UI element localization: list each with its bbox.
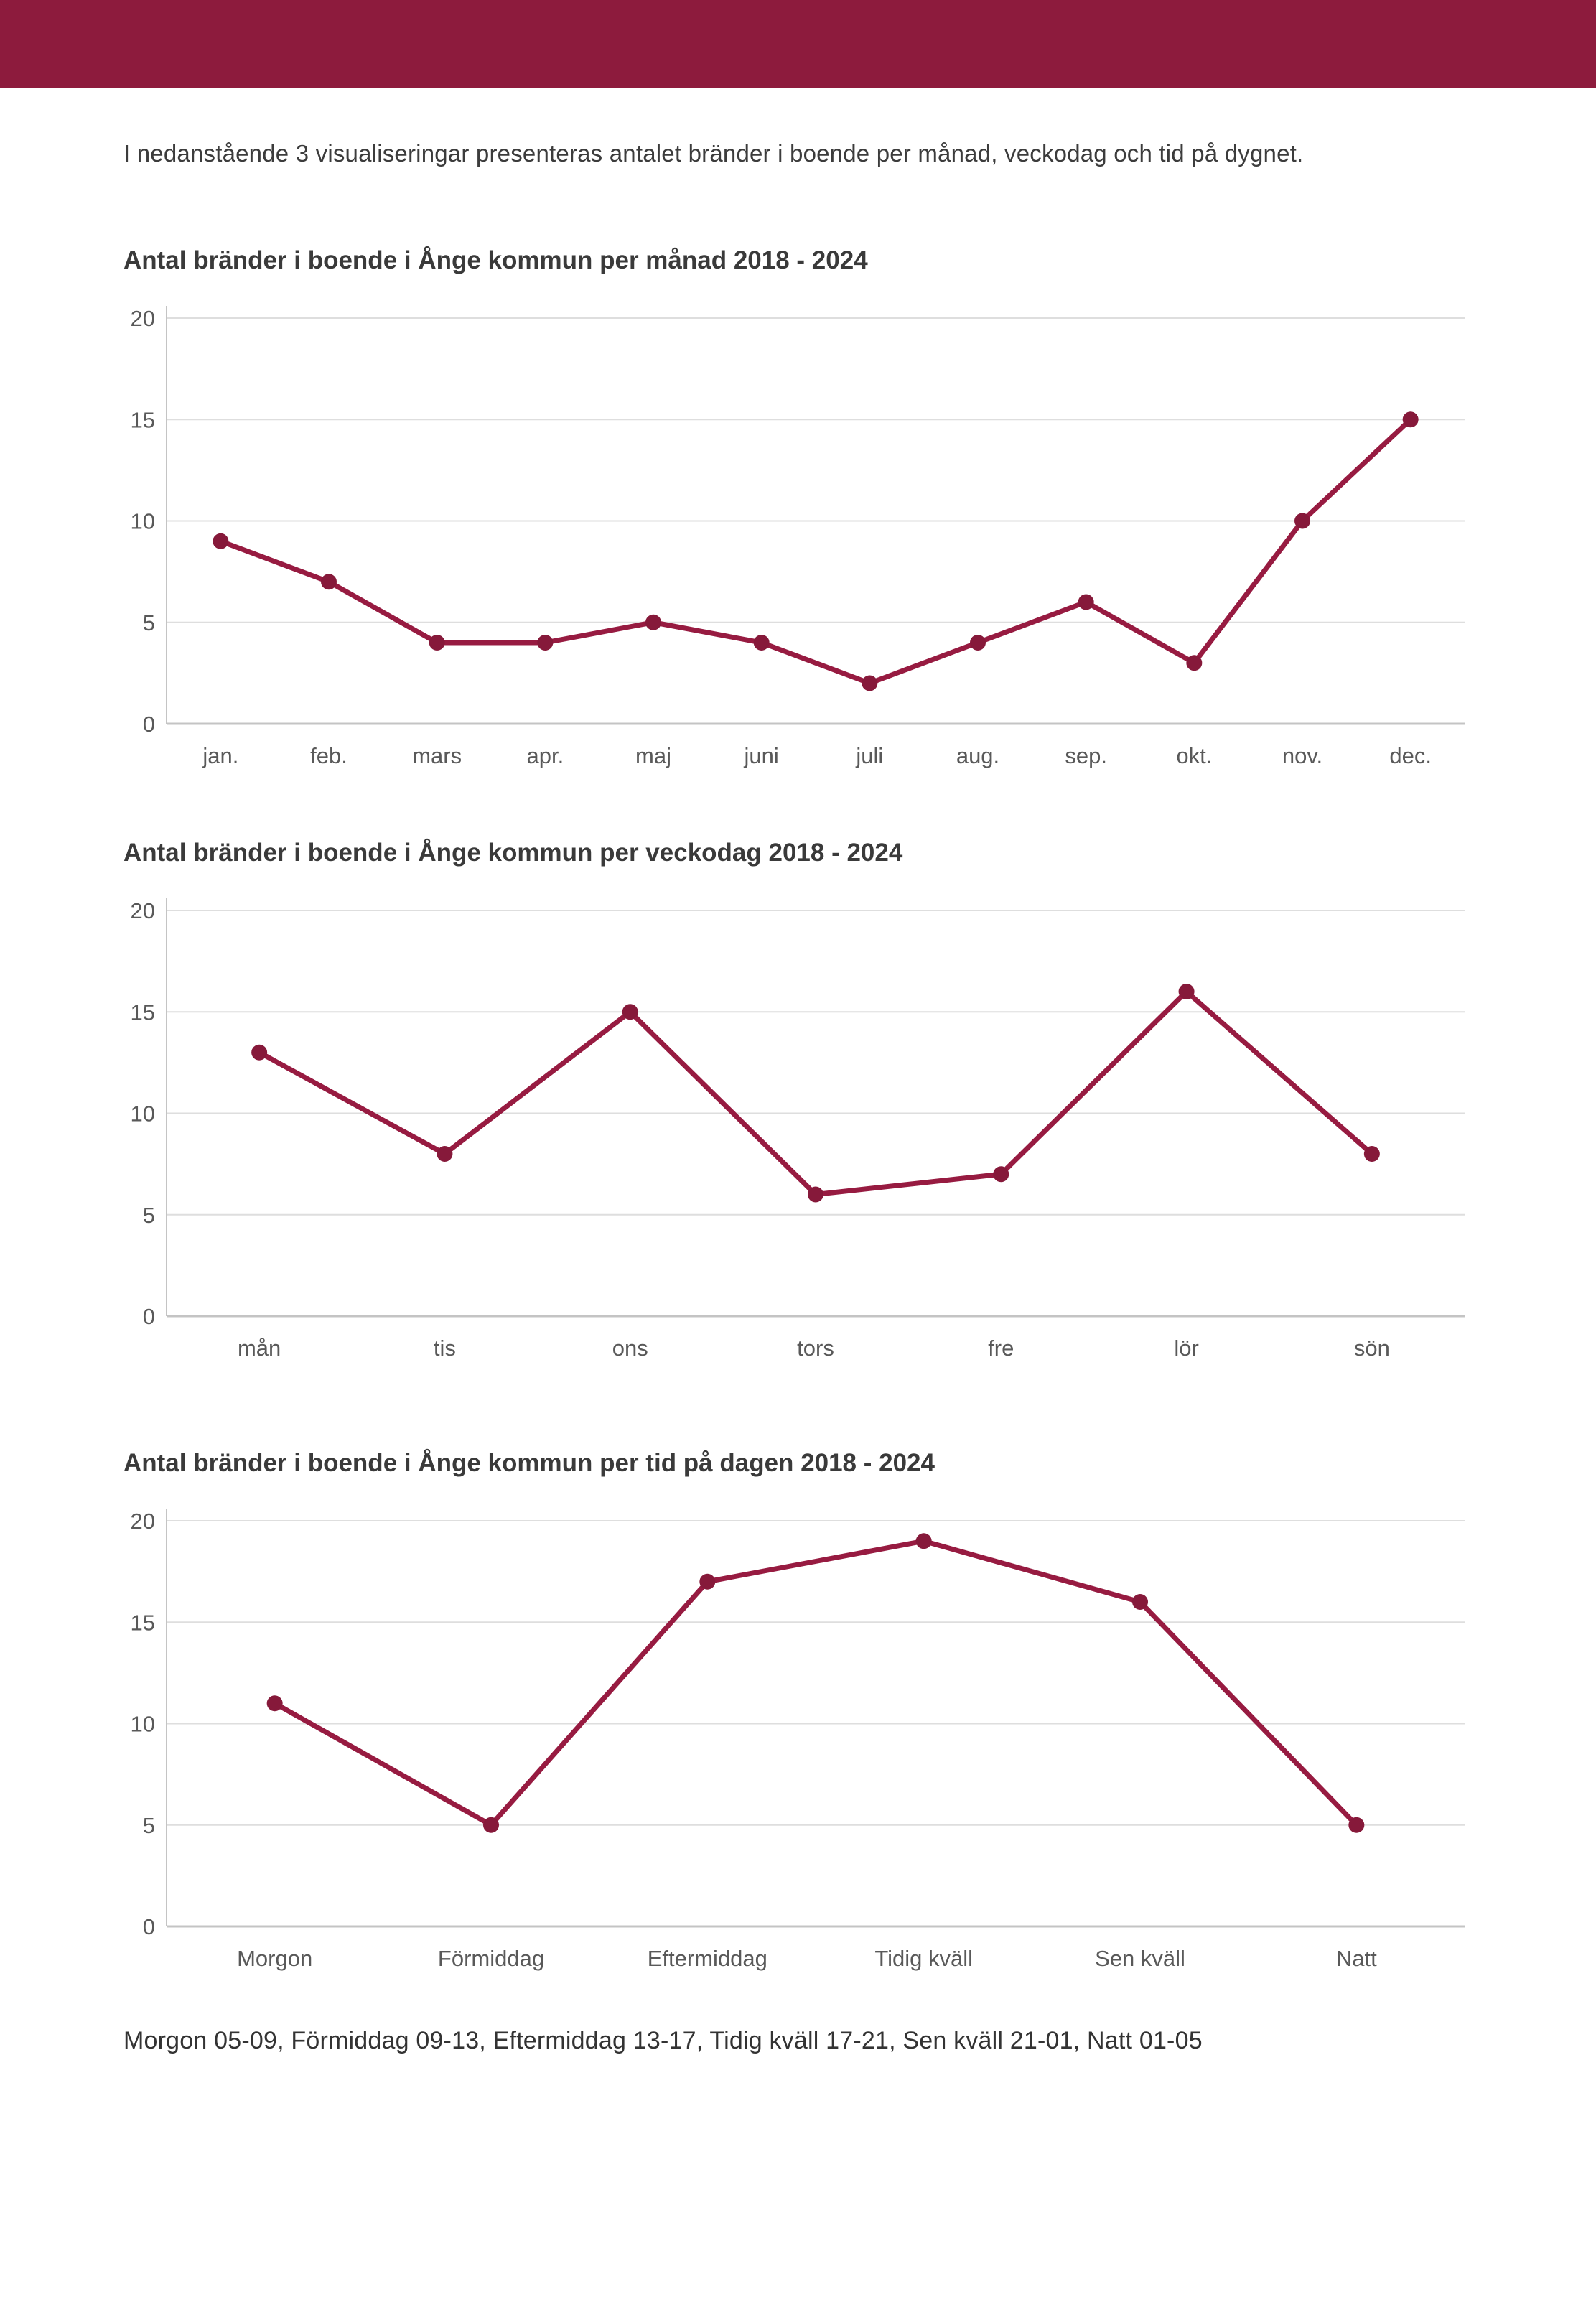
data-point-maj (645, 614, 661, 630)
x-axis-tick-label: Sen kväll (1095, 1946, 1185, 1971)
x-axis-tick-label: nov. (1282, 743, 1322, 768)
data-point-tors (808, 1186, 823, 1203)
x-axis-tick-label: apr. (526, 743, 564, 768)
data-point-feb. (321, 574, 337, 590)
data-point-Förmiddag (483, 1817, 499, 1833)
data-point-juni (753, 635, 770, 651)
x-axis-tick-label: Natt (1336, 1946, 1377, 1971)
x-axis-tick-label: jan. (202, 743, 238, 768)
y-axis-tick-label: 5 (143, 1813, 155, 1838)
data-point-lör (1178, 984, 1195, 999)
x-axis-tick-label: ons (612, 1336, 648, 1361)
line-chart-fires-per-time-of-day: 0 5 10 15 20 Morgon Förmiddag Eftermiddag Tidig … (131, 1509, 1465, 1971)
chart-title-per-weekday: Antal bränder i boende i Ånge kommun per… (123, 839, 903, 867)
y-axis-tick-label: 20 (131, 306, 155, 331)
x-axis-tick-label: sep. (1065, 743, 1107, 768)
y-axis-tick-label: 10 (131, 509, 155, 534)
data-point-sep. (1078, 594, 1094, 610)
y-axis-tick-label: 5 (143, 1203, 155, 1228)
x-axis-tick-label: tors (797, 1336, 834, 1361)
data-point-tis (437, 1146, 453, 1162)
y-axis-tick-label: 15 (131, 999, 155, 1025)
y-axis-tick-label: 15 (131, 1610, 155, 1635)
y-axis-tick-label: 15 (131, 407, 155, 432)
y-axis-tick-label: 0 (143, 1304, 155, 1329)
y-axis-tick-label: 0 (143, 712, 155, 737)
report-body: I nedanstående 3 visualiseringar present… (0, 140, 1596, 2055)
x-axis-tick-label: mars (412, 743, 462, 768)
y-axis-tick-label: 10 (131, 1101, 155, 1127)
y-axis-tick-label: 20 (131, 1509, 155, 1534)
x-axis-tick-label: okt. (1176, 743, 1212, 768)
data-point-sön (1363, 1146, 1380, 1162)
x-axis-tick-label: mån (238, 1336, 281, 1361)
data-point-ons (622, 1004, 638, 1020)
data-point-aug. (970, 635, 986, 651)
x-axis-tick-label: maj (635, 743, 671, 768)
data-point-dec. (1402, 411, 1419, 428)
x-axis-tick-label: Tidig kväll (874, 1946, 973, 1971)
data-point-Morgon (266, 1695, 283, 1712)
x-axis-tick-label: Förmiddag (438, 1946, 544, 1971)
data-point-apr. (537, 635, 554, 651)
y-axis-tick-label: 10 (131, 1712, 155, 1737)
data-point-juli (862, 675, 878, 691)
x-axis-tick-label: Morgon (237, 1946, 312, 1971)
x-axis-tick-label: Eftermiddag (648, 1946, 767, 1971)
data-line (256, 989, 1375, 1197)
x-axis-tick-label: juli (855, 743, 883, 768)
y-axis-tick-label: 20 (131, 898, 155, 923)
top-accent-bar (0, 0, 1596, 88)
y-axis-tick-label: 0 (143, 1914, 155, 1939)
data-point-fre (993, 1166, 1009, 1183)
x-axis-tick-label: tis (434, 1336, 456, 1361)
data-point-okt. (1186, 655, 1203, 671)
intro-paragraph: I nedanstående 3 visualiseringar present… (123, 140, 1304, 167)
data-point-Eftermiddag (699, 1573, 716, 1590)
data-point-Tidig kväll (915, 1533, 932, 1549)
chart-title-per-month: Antal bränder i boende i Ånge kommun per… (123, 246, 868, 274)
x-axis-tick-label: juni (744, 743, 779, 768)
data-point-nov. (1294, 513, 1310, 529)
x-axis-tick-label: aug. (956, 743, 999, 768)
x-axis-tick-label: sön (1354, 1336, 1390, 1361)
line-chart-fires-per-weekday: 0 5 10 15 20 mån tis ons tors fre lör sön (131, 898, 1465, 1361)
line-chart-fires-per-month: 0 5 10 15 20 jan. feb. mars apr. maj juni juli aug. s… (131, 306, 1465, 768)
data-point-mån (251, 1044, 268, 1061)
data-point-mars (429, 635, 445, 651)
x-axis-tick-label: feb. (310, 743, 347, 768)
x-axis-tick-label: lör (1174, 1336, 1198, 1361)
data-line (218, 416, 1414, 686)
data-point-jan. (213, 533, 229, 549)
time-interval-footnote: Morgon 05-09, Förmiddag 09-13, Eftermidd… (123, 2027, 1203, 2054)
data-point-Natt (1348, 1817, 1365, 1833)
y-axis-tick-label: 5 (143, 610, 155, 635)
data-line (272, 1538, 1359, 1828)
x-axis-tick-label: fre (988, 1336, 1014, 1361)
x-axis-tick-label: dec. (1389, 743, 1432, 768)
chart-title-per-time-of-day: Antal bränder i boende i Ånge kommun per… (123, 1449, 935, 1477)
data-point-Sen kväll (1132, 1594, 1148, 1610)
